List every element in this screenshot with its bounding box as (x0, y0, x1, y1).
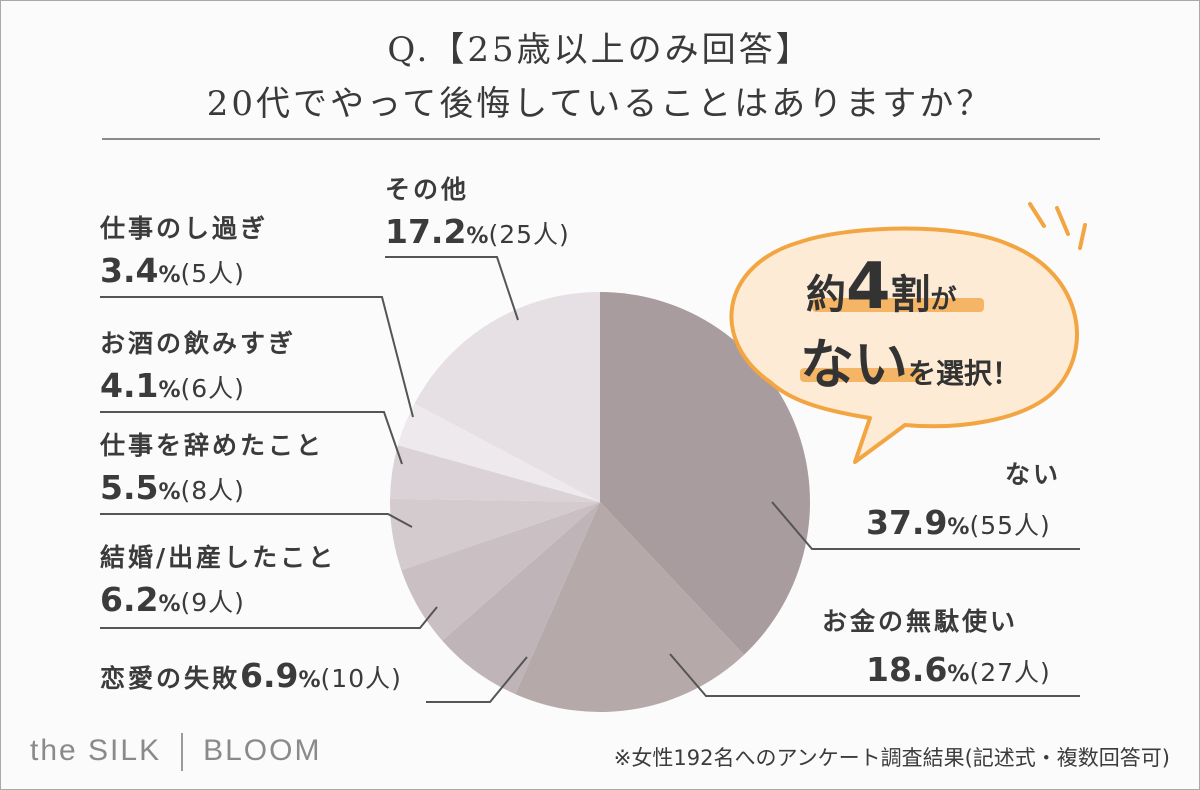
leader-line-nai (771, 501, 1080, 550)
pie-slice-0 (600, 292, 811, 655)
brand-logo: the SILK BLOOM (30, 733, 321, 771)
leader-line-jishoku (100, 513, 413, 528)
callout-bubble-shape (729, 226, 1079, 464)
percent-sign: % (466, 224, 489, 249)
count-text: (9人) (180, 588, 245, 617)
label-okane-value: 18.6%(27人) (866, 650, 1051, 689)
leader-line-sonota (385, 256, 519, 321)
survey-note: ※女性192名へのアンケート調査結果(記述式・複数回答可) (613, 746, 1170, 770)
percent-sign: % (158, 480, 181, 505)
leader-line-renai (426, 656, 528, 703)
label-okane-category: お金の無駄使い (822, 607, 1019, 636)
label-kekkon-value: 6.2%(9人) (100, 580, 245, 619)
chart-title-line2: 20代でやって後悔していることはありますか？ (206, 84, 994, 124)
spark-line (1078, 223, 1087, 250)
label-nai: ない (1005, 455, 1061, 491)
label-kekkon-category: 結婚/出産したこと (100, 543, 337, 572)
pie-slice-6 (397, 403, 600, 502)
callout-highlights (800, 298, 984, 382)
label-renai: 恋愛の失敗6.9%(10人) (100, 656, 402, 695)
title-rule (102, 138, 1100, 140)
label-shigoto-category: 仕事のし過ぎ (100, 214, 269, 243)
value-text: 37.9 (866, 503, 948, 542)
label-jishoku-category: 仕事を辞めたこと (100, 431, 325, 460)
brand-left: the SILK (30, 733, 162, 767)
value-text: 18.6 (866, 650, 948, 689)
count-text: (55人) (969, 511, 1051, 540)
value-text: 6.2 (100, 580, 159, 619)
leader-line-kekkon (100, 606, 438, 629)
label-renai-value: 6.9%(10人) (240, 656, 402, 695)
count-text: (27人) (969, 658, 1051, 687)
label-osake-value: 4.1%(6人) (100, 366, 245, 405)
leader-line-shigoto (100, 296, 414, 418)
callout-spark-lines (1028, 202, 1087, 250)
leader-line-osake (100, 411, 403, 465)
pie-slice-7 (414, 292, 600, 502)
callout-number: 4 (846, 250, 891, 324)
callout-word-yaku: 約 (806, 272, 846, 318)
value-text: 3.4 (100, 251, 159, 290)
leader-line-okane (669, 653, 1080, 697)
brand-right: BLOOM (203, 733, 322, 767)
value-text: 6.9 (240, 656, 299, 695)
pie-slice-1 (515, 502, 744, 712)
label-osake-category: お酒の飲みすぎ (100, 329, 297, 358)
label-sonota-category: その他 (385, 175, 470, 204)
label-renai-category: 恋愛の失敗 (100, 664, 241, 693)
callout-word-sentaku: を選択！ (908, 357, 1021, 390)
callout-word-nai: ない (800, 333, 908, 396)
label-shigoto-value: 3.4%(5人) (100, 251, 245, 290)
count-text: (25人) (488, 220, 570, 249)
leader-lines (100, 256, 1080, 703)
pie-slice-4 (389, 498, 600, 571)
callout-text-line2: ないを選択！ (800, 320, 1020, 399)
count-text: (6人) (180, 374, 245, 403)
percent-sign: % (298, 668, 321, 693)
value-text: 4.1 (100, 366, 159, 405)
pie-slice-2 (442, 502, 600, 695)
count-text: (10人) (320, 664, 402, 693)
pie-slice-3 (401, 502, 600, 641)
percent-sign: % (947, 662, 970, 687)
percent-sign: % (947, 515, 970, 540)
count-text: (8人) (180, 476, 245, 505)
spark-line (1028, 202, 1046, 228)
percent-sign: % (158, 263, 181, 288)
pie-slice-5 (390, 445, 600, 502)
spark-line (1055, 206, 1070, 236)
value-text: 17.2 (385, 212, 467, 251)
label-nai-category: ない (1005, 460, 1062, 489)
label-nai-value: 37.9%(55人) (866, 503, 1051, 542)
chart-title-line1: Q.【25歳以上のみ回答】 (387, 30, 813, 70)
highlight-mark (812, 298, 984, 312)
callout-bubble (729, 202, 1087, 464)
count-text: (5人) (180, 259, 245, 288)
callout-word-wari: 割 (890, 272, 931, 318)
label-sonota-value: 17.2%(25人) (385, 212, 570, 251)
callout-text: 約4割が (806, 250, 957, 324)
brand-separator (181, 733, 184, 771)
percent-sign: % (158, 378, 181, 403)
percent-sign: % (158, 592, 181, 617)
label-jishoku-value: 5.5%(8人) (100, 468, 245, 507)
callout-word-ga: が (930, 285, 957, 315)
highlight-mark (800, 368, 922, 382)
pie-slices (389, 292, 811, 712)
value-text: 5.5 (100, 468, 159, 507)
